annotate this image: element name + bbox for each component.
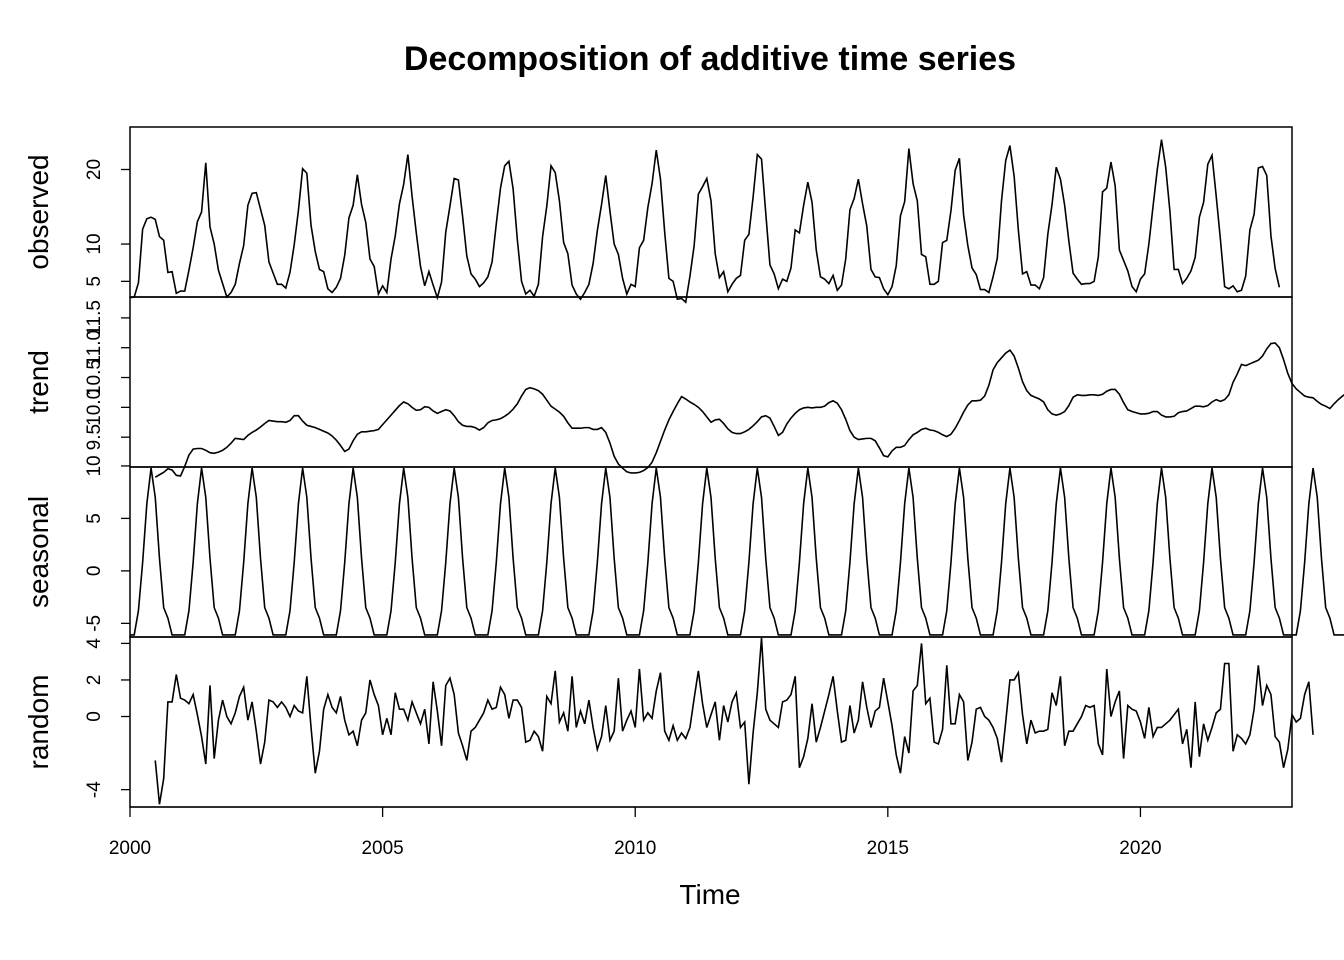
trend-line	[154, 342, 1344, 478]
x-tick-label-3: 2015	[867, 838, 909, 859]
panel-seasonal: seasonal -5 0 5 10	[23, 455, 1344, 638]
y-tick-label-trend-3: 11.0	[84, 330, 105, 366]
y-tick-label-trend-0: 9.5	[84, 424, 105, 450]
panel-random-frame	[129, 636, 1293, 808]
y-tick-label-random-3: 4	[84, 638, 105, 649]
panel-trend: trend 9.510.010.511.011.5	[23, 296, 1344, 478]
panel-seasonal-label: seasonal	[23, 496, 54, 608]
y-tick-label-random-0: -4	[84, 781, 105, 798]
y-tick-label-trend-1: 10.0	[84, 389, 105, 426]
y-tick-label-observed-1: 10	[84, 233, 105, 254]
seasonal-line	[130, 467, 1344, 636]
y-tick-label-random-1: 0	[84, 711, 105, 722]
panel-trend-frame	[129, 296, 1293, 468]
panel-seasonal-yaxis: -5 0 5 10	[84, 455, 130, 632]
y-tick-label-seasonal-1: 0	[84, 566, 105, 577]
x-tick-label-2: 2010	[614, 838, 656, 859]
x-axis-title: Time	[679, 879, 740, 910]
panel-observed-frame	[129, 126, 1293, 298]
random-line	[154, 637, 1314, 805]
y-tick-label-trend-4: 11.5	[84, 300, 105, 336]
x-tick-label-0: 2000	[109, 838, 151, 859]
y-tick-label-observed-2: 20	[84, 159, 105, 180]
y-tick-label-seasonal-2: 5	[84, 513, 105, 524]
panel-observed-label: observed	[23, 154, 54, 269]
y-tick-label-random-2: 2	[84, 675, 105, 686]
panel-observed: observed 5 10 20	[23, 126, 1293, 304]
x-axis: 2000 2005 2010 2015 2020	[109, 806, 1162, 859]
observed-line	[129, 139, 1281, 304]
panel-random: random -4 0 2 4	[23, 636, 1314, 808]
panel-random-yaxis: -4 0 2 4	[84, 638, 130, 798]
y-tick-label-trend-2: 10.5	[84, 359, 105, 396]
y-tick-label-observed-0: 5	[84, 276, 105, 287]
panel-observed-yaxis: 5 10 20	[84, 159, 130, 287]
chart-title: Decomposition of additive time series	[404, 40, 1016, 78]
panel-random-label: random	[23, 675, 54, 770]
x-tick-label-4: 2020	[1119, 838, 1161, 859]
x-tick-label-1: 2005	[361, 838, 403, 859]
panel-trend-yaxis: 9.510.010.511.011.5	[84, 300, 130, 450]
y-tick-label-seasonal-3: 10	[84, 455, 105, 476]
panel-trend-label: trend	[23, 350, 54, 414]
y-tick-label-seasonal-0: -5	[84, 615, 105, 632]
